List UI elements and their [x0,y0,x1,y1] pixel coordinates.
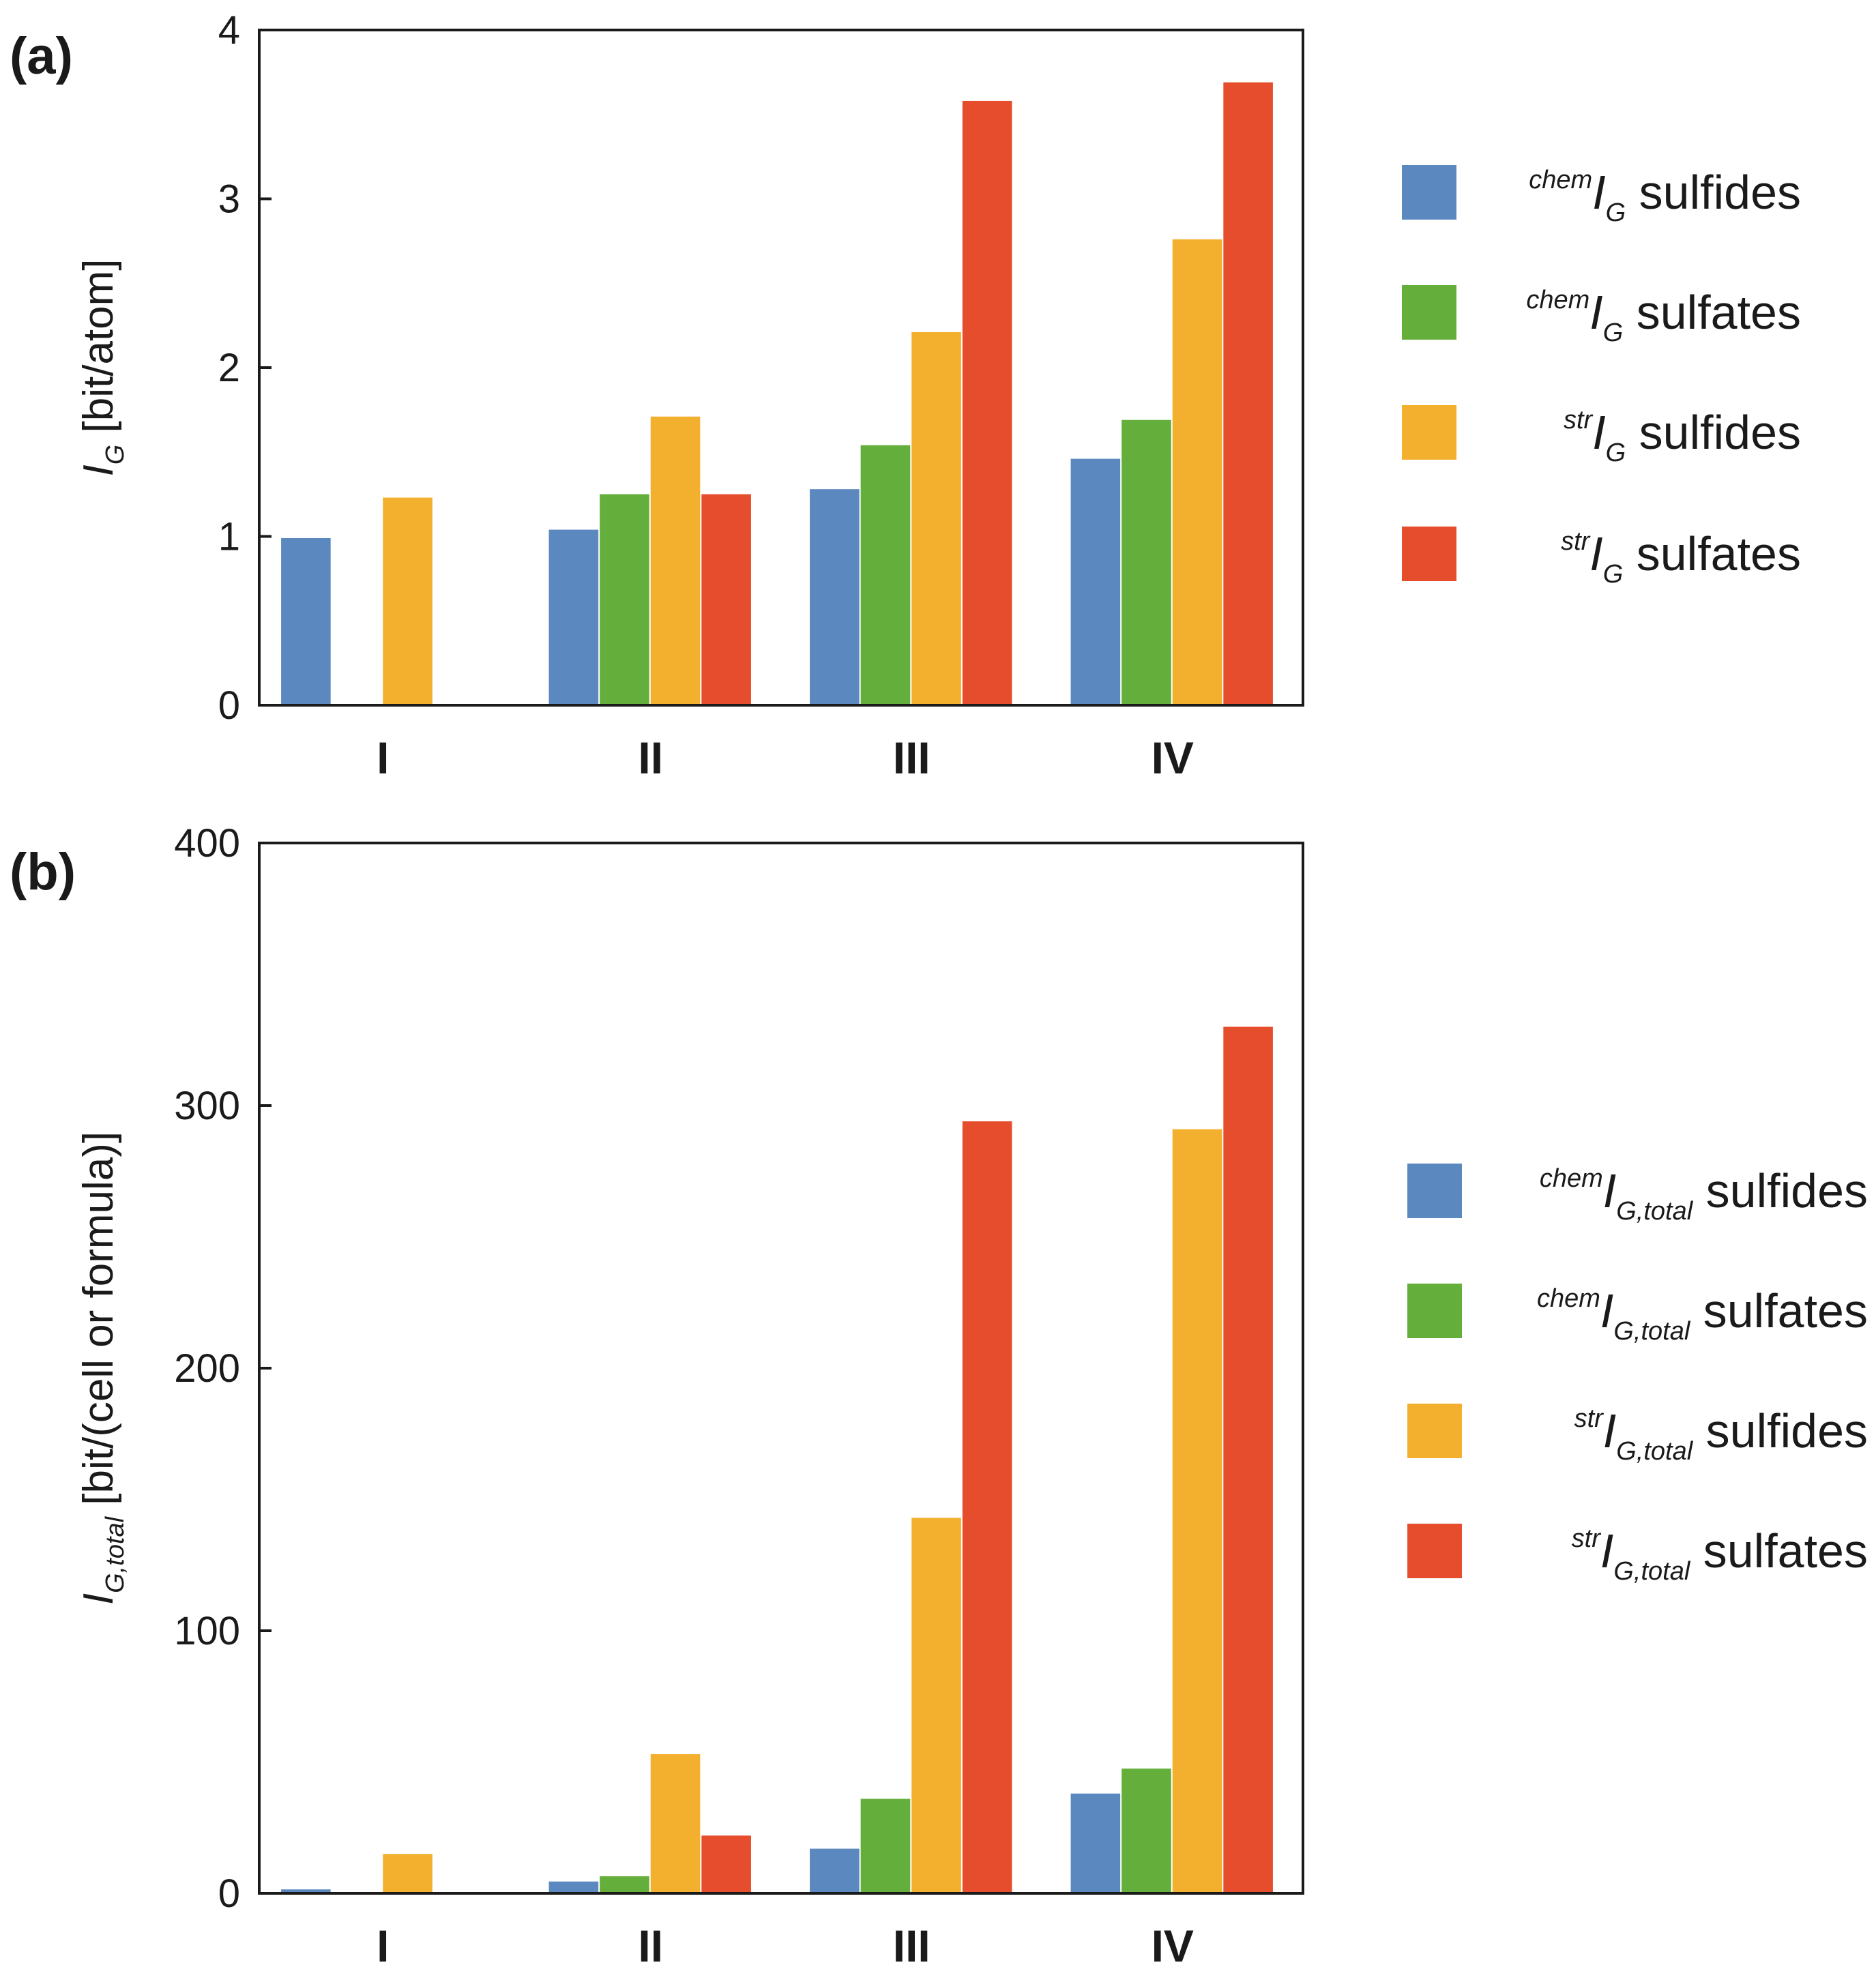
panel-b-bar-IV-series-3 [1223,1026,1273,1893]
panel-b-legend-label-0: chemIG,total sulfides [1540,1164,1868,1226]
panel-a-bar-III-series-1 [860,445,911,705]
panel-a-legend-swatch-0 [1402,165,1456,220]
panel-a-legend-label-1: chemIG sulfates [1526,286,1801,347]
panel-b-bar-IV-series-0 [1070,1793,1121,1893]
panel-b-bar-II-series-0 [548,1881,599,1893]
panel-b-legend-label-1: chemIG,total sulfates [1537,1284,1868,1346]
panel-b-ytick-label: 400 [174,821,240,866]
panel-b-bar-III-series-3 [962,1121,1012,1893]
panel-b-bar-III-series-1 [860,1799,911,1893]
panel-b-xtick-label: I [377,1921,389,1971]
panel-a-bar-II-series-3 [701,494,751,705]
panel-b-ylabel: IG,total [bit/(cell or formula)] [75,1131,130,1605]
panel-a-bar-III-series-0 [810,489,860,705]
panel-a-bar-III-series-3 [962,100,1012,705]
panel-a-ytick-label: 4 [218,8,240,53]
panel-a-legend-label-2: strIG sulfides [1564,406,1801,467]
panel-b-bar-III-series-0 [810,1848,860,1893]
panel-a-xtick-label: III [893,733,930,783]
panel-b-bar-IV-series-1 [1122,1769,1171,1893]
panel-b-bar-IV-series-2 [1172,1129,1222,1893]
panel-b-xtick-label: IV [1152,1921,1194,1971]
panel-a-legend-label-0: chemIG sulfides [1529,166,1801,227]
panel-a-xtick-label: II [638,733,663,783]
panel-a-legend-swatch-1 [1402,285,1456,340]
panel-b-legend-label-3: strIG,total sulfates [1572,1524,1868,1586]
panel-a-bar-III-series-2 [911,332,961,705]
panel-b-legend-label-2: strIG,total sulfides [1574,1404,1868,1466]
panel-b-ytick-label: 100 [174,1609,240,1653]
panel-a-ytick-label: 2 [218,346,240,390]
panel-b-xtick-label: III [893,1921,930,1971]
panel-a-xtick-label: IV [1152,733,1194,783]
panel-b-bar-II-series-1 [600,1876,649,1893]
panel-b-bar-I-series-2 [383,1854,433,1893]
panel-a-xtick-label: I [377,733,389,783]
panel-b-ytick-label: 200 [174,1346,240,1391]
panel-a-legend-swatch-2 [1402,405,1456,460]
panel-a-ytick-label: 0 [218,683,240,728]
panel-b-bar-II-series-3 [701,1835,751,1893]
panel-a-bar-II-series-2 [650,416,701,705]
panel-a-bar-II-series-0 [548,529,599,705]
panel-b-ytick-label: 0 [218,1872,240,1916]
panel-b-xtick-label: II [638,1921,663,1971]
panel-a-bar-II-series-1 [600,494,649,705]
panel-a-bar-IV-series-3 [1223,82,1273,706]
panel-a-bar-IV-series-0 [1070,458,1121,705]
panel-a-legend-label-3: strIG sulfates [1561,527,1801,589]
panel-b-legend-swatch-0 [1407,1164,1462,1218]
panel-a-legend-swatch-3 [1402,527,1456,581]
panel-a-bar-I-series-2 [383,497,433,705]
panel-a-ylabel: IG [bit/atom] [75,258,130,476]
panel-a-ytick-label: 1 [218,515,240,559]
panel-b-ytick-label: 300 [174,1084,240,1128]
panel-a-bar-IV-series-1 [1122,419,1171,705]
panel-b-bar-III-series-2 [911,1518,961,1893]
panel-b-legend-swatch-3 [1407,1524,1462,1578]
panel-a-ytick-label: 3 [218,177,240,222]
panel-b-bar-II-series-2 [650,1754,701,1893]
panel-b-bar-I-series-0 [281,1889,331,1893]
panel-b-label: (b) [10,843,76,901]
panel-a-label: (a) [10,27,73,85]
panel-b-legend-swatch-2 [1407,1404,1462,1458]
panel-b-legend-swatch-1 [1407,1284,1462,1338]
panel-b-plot-frame [258,842,1304,1895]
panel-a-bar-I-series-0 [281,537,331,705]
panel-a-bar-IV-series-2 [1172,239,1222,705]
